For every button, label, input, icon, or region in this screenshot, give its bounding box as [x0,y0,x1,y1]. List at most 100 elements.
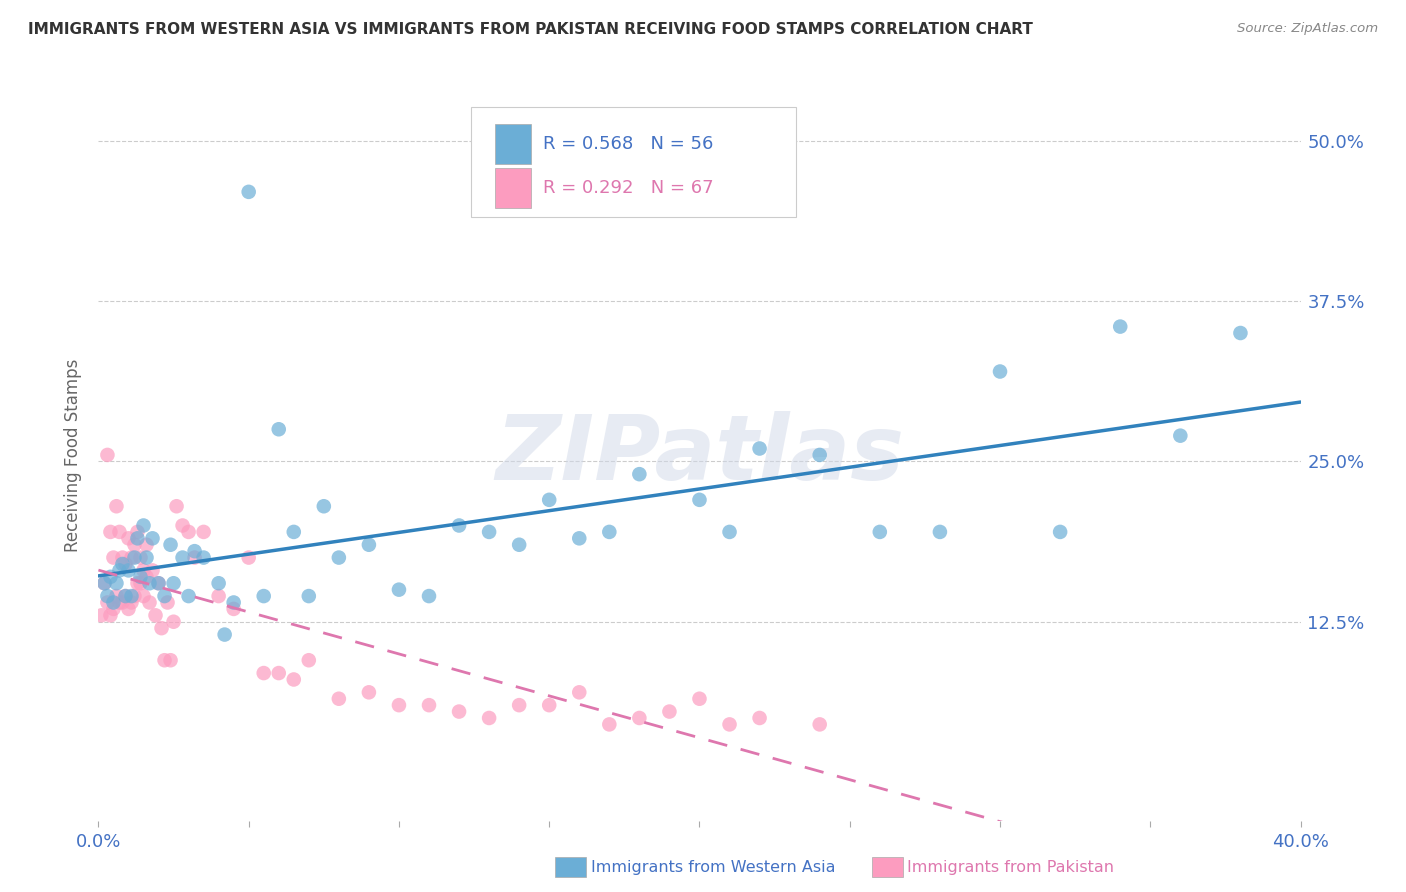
Point [124,550,146,565]
Point [357,538,380,552]
Point [129,550,152,565]
Point [100,570,122,584]
FancyBboxPatch shape [471,108,796,218]
Point [100,608,122,623]
Point [111,550,134,565]
Point [214,627,236,641]
Point [96,589,118,603]
Point [658,705,681,719]
Point [177,524,200,539]
Point [121,595,143,609]
Point [108,595,131,609]
Point [177,589,200,603]
Point [267,422,290,436]
Point [153,589,176,603]
Point [183,544,205,558]
Point [628,711,651,725]
Point [166,500,188,514]
Point [172,550,194,565]
Point [193,524,215,539]
Point [238,550,260,565]
Point [111,595,134,609]
Point [508,538,530,552]
Point [1229,326,1251,340]
Point [748,442,770,456]
Point [148,576,170,591]
Point [628,467,651,482]
Point [447,705,470,719]
Point [103,602,125,616]
Point [568,532,591,546]
Text: R = 0.568   N = 56: R = 0.568 N = 56 [543,135,714,153]
Point [105,500,128,514]
Point [1049,524,1071,539]
Point [138,595,160,609]
Text: Immigrants from Pakistan: Immigrants from Pakistan [907,860,1114,874]
Point [808,448,831,462]
Point [135,550,157,565]
Point [141,532,163,546]
Point [208,576,231,591]
Point [478,711,501,725]
Point [150,621,173,635]
Point [328,691,350,706]
Point [100,524,122,539]
Point [929,524,952,539]
Point [148,576,170,591]
Point [124,589,146,603]
Point [598,524,620,539]
Point [447,518,470,533]
Point [418,698,440,713]
Point [153,653,176,667]
Point [141,563,163,577]
Bar [495,124,531,164]
Point [103,595,125,609]
Point [283,524,305,539]
Point [96,448,118,462]
Point [183,550,205,565]
Point [808,717,831,731]
Point [478,524,501,539]
Point [138,576,160,591]
Point [1109,319,1132,334]
Point [129,570,152,584]
Point [114,589,136,603]
Point [267,666,290,681]
Point [388,582,411,597]
Point [159,653,181,667]
Point [538,698,561,713]
Point [108,524,131,539]
Point [114,589,136,603]
Point [93,576,115,591]
Point [127,576,149,591]
Point [418,589,440,603]
Point [598,717,620,731]
Point [105,589,128,603]
Point [538,492,561,507]
Text: Source: ZipAtlas.com: Source: ZipAtlas.com [1237,22,1378,36]
Point [357,685,380,699]
Point [298,589,321,603]
Point [96,595,118,609]
Point [328,550,350,565]
Text: Immigrants from Western Asia: Immigrants from Western Asia [591,860,835,874]
Point [127,524,149,539]
Point [253,589,276,603]
Point [283,673,305,687]
Point [93,576,115,591]
Point [132,563,155,577]
Point [105,576,128,591]
Point [718,524,741,539]
Point [121,550,143,565]
Point [90,608,112,623]
Point [222,595,245,609]
Text: R = 0.292   N = 67: R = 0.292 N = 67 [543,179,714,197]
Point [568,685,591,699]
Text: IMMIGRANTS FROM WESTERN ASIA VS IMMIGRANTS FROM PAKISTAN RECEIVING FOOD STAMPS C: IMMIGRANTS FROM WESTERN ASIA VS IMMIGRAN… [28,22,1033,37]
Point [298,653,321,667]
Point [253,666,276,681]
Point [988,364,1011,378]
Point [129,576,152,591]
Point [689,492,711,507]
Point [172,518,194,533]
